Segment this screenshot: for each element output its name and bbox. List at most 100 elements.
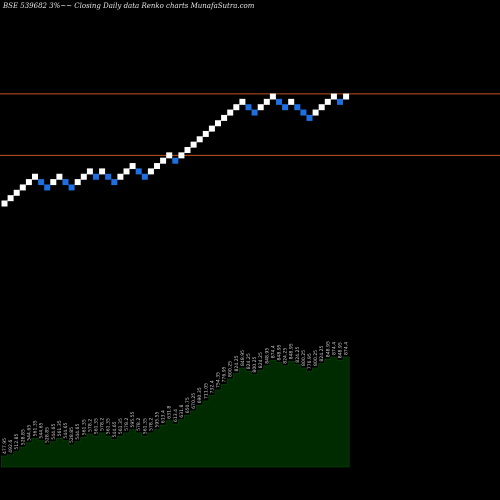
down-brick-19 xyxy=(111,179,118,186)
down-brick-56 xyxy=(337,98,343,105)
down-brick-42 xyxy=(251,109,258,116)
down-brick-41 xyxy=(245,104,252,111)
price-label-20: 561.35 xyxy=(118,418,124,434)
price-label-14: 561.35 xyxy=(81,419,87,435)
down-brick-49 xyxy=(294,104,301,111)
up-brick-6 xyxy=(32,173,38,180)
price-label-25: 578.2 xyxy=(148,418,154,431)
price-label-24: 561.35 xyxy=(142,418,148,434)
up-brick-26 xyxy=(154,163,160,170)
price-label-47: 824.25 xyxy=(283,348,289,364)
price-label-19: 544.65 xyxy=(112,421,118,437)
chart-title: BSE 539682 3%~~ Closing Daily data Renko… xyxy=(3,2,255,10)
up-brick-21 xyxy=(123,168,130,175)
up-brick-53 xyxy=(318,104,325,111)
price-label-12: 528.85 xyxy=(69,427,75,443)
up-brick-5 xyxy=(25,179,32,186)
down-brick-16 xyxy=(93,173,99,180)
up-brick-1 xyxy=(1,200,8,207)
down-brick-7 xyxy=(38,179,45,186)
down-brick-11 xyxy=(62,179,69,186)
price-label-45: 874.4 xyxy=(270,345,276,358)
up-brick-15 xyxy=(86,168,93,175)
up-brick-3 xyxy=(13,189,20,196)
bricks-layer xyxy=(1,93,350,207)
price-label-39: 824.25 xyxy=(234,355,240,371)
price-label-52: 800.25 xyxy=(313,350,319,366)
price-label-8: 528.85 xyxy=(45,427,51,443)
down-brick-51 xyxy=(306,114,313,121)
price-label-46: 848.95 xyxy=(277,344,283,360)
price-label-27: 613.4 xyxy=(161,410,167,423)
price-label-35: 732.4 xyxy=(209,380,215,393)
up-brick-14 xyxy=(80,173,87,180)
price-label-2: 492.6 xyxy=(8,440,14,453)
up-brick-2 xyxy=(7,195,14,202)
up-brick-32 xyxy=(190,141,197,148)
up-brick-28 xyxy=(166,152,173,159)
price-label-54: 848.95 xyxy=(325,341,331,357)
price-label-42: 800.25 xyxy=(252,356,258,372)
price-label-37: 776.95 xyxy=(222,366,228,382)
down-brick-47 xyxy=(282,104,289,111)
price-label-15: 578.2 xyxy=(87,419,93,432)
price-label-50: 800.25 xyxy=(301,350,307,366)
price-label-30: 631.8 xyxy=(179,404,185,417)
up-brick-34 xyxy=(202,130,209,137)
price-label-4: 528.85 xyxy=(20,429,26,445)
price-label-49: 824.25 xyxy=(295,347,301,363)
price-label-53: 824.25 xyxy=(319,345,325,361)
price-label-32: 670.25 xyxy=(191,393,197,409)
up-brick-54 xyxy=(324,98,331,105)
price-label-11: 544.65 xyxy=(63,422,69,438)
up-brick-17 xyxy=(99,168,106,175)
down-brick-29 xyxy=(172,157,179,164)
price-label-22: 595.55 xyxy=(130,411,136,427)
price-label-29: 613.4 xyxy=(173,409,179,422)
down-brick-46 xyxy=(276,98,282,105)
price-label-41: 824.25 xyxy=(246,353,252,369)
up-brick-45 xyxy=(269,93,276,100)
price-label-18: 561.35 xyxy=(106,418,112,434)
up-brick-30 xyxy=(178,152,185,159)
up-brick-13 xyxy=(74,179,81,186)
price-label-44: 848.95 xyxy=(264,348,270,364)
price-label-5: 544.65 xyxy=(26,425,32,441)
price-label-21: 578.2 xyxy=(124,418,130,431)
price-label-17: 578.2 xyxy=(100,418,106,431)
price-label-7: 544.65 xyxy=(39,422,45,438)
volume-area xyxy=(1,356,350,468)
up-brick-31 xyxy=(184,147,191,153)
price-label-57: 874.4 xyxy=(344,342,350,355)
price-label-16: 561.35 xyxy=(94,418,100,434)
up-brick-36 xyxy=(215,120,221,127)
price-label-40: 848.95 xyxy=(240,350,246,366)
price-labels-layer: 477.95 492.6 512.85 528.85 544.65 561.35 544.6… xyxy=(2,341,350,454)
price-label-28: 631.8 xyxy=(167,406,173,419)
up-brick-35 xyxy=(208,125,215,132)
price-label-34: 711.05 xyxy=(203,383,209,399)
down-brick-18 xyxy=(105,173,112,180)
price-label-23: 578.2 xyxy=(136,418,142,431)
up-brick-55 xyxy=(330,93,337,100)
price-label-36: 754.35 xyxy=(216,372,222,388)
down-brick-50 xyxy=(300,109,307,116)
down-brick-8 xyxy=(44,184,51,191)
up-brick-10 xyxy=(56,173,63,180)
down-brick-23 xyxy=(135,168,142,175)
price-label-6: 561.35 xyxy=(33,420,39,436)
up-brick-43 xyxy=(257,104,264,111)
down-brick-24 xyxy=(141,173,148,180)
price-label-31: 650.75 xyxy=(185,397,191,413)
up-brick-9 xyxy=(50,179,57,186)
up-brick-25 xyxy=(147,168,154,175)
price-label-51: 776.95 xyxy=(307,353,313,369)
up-brick-44 xyxy=(263,98,270,105)
up-brick-20 xyxy=(117,173,124,180)
up-brick-52 xyxy=(312,109,319,116)
price-label-33: 690.35 xyxy=(197,387,203,403)
price-label-1: 477.95 xyxy=(2,438,8,454)
reference-lines-layer xyxy=(0,93,500,156)
price-label-9: 544.65 xyxy=(51,424,57,440)
